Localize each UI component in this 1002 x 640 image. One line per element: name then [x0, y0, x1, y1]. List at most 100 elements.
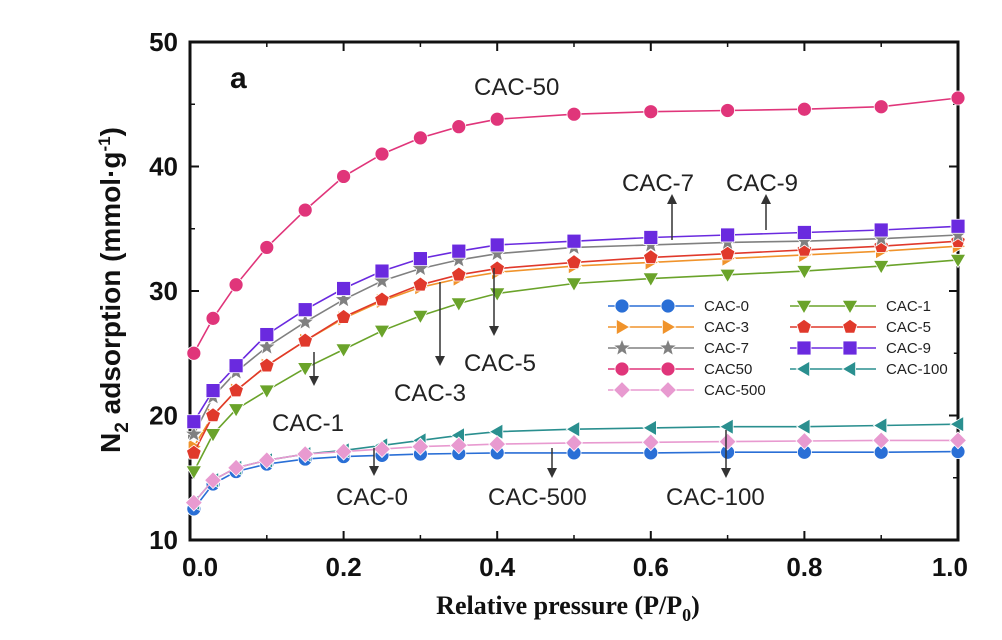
data-point [488, 435, 507, 454]
data-point [184, 423, 204, 443]
data-point [643, 249, 659, 265]
legend: CAC-0 CAC-1 CAC-3 CAC-5 CAC-7 CAC-9 CAC50 CAC-1… [594, 294, 954, 404]
data-point [950, 218, 966, 234]
data-point [641, 433, 660, 452]
data-point [450, 297, 468, 312]
data-point [185, 465, 203, 480]
data-point [374, 146, 390, 162]
panel-label: a [230, 62, 247, 95]
annot-cac100: CAC-100 [666, 484, 765, 511]
data-point [566, 106, 582, 122]
annot-cac9: CAC-9 [726, 170, 798, 197]
series-line [193, 439, 958, 504]
x-tick-label: 0.8 [786, 552, 822, 582]
data-point [205, 383, 221, 399]
data-point [449, 436, 468, 455]
legend-marker [796, 318, 812, 334]
arrowhead-cac100 [721, 468, 731, 478]
legend-marker [841, 299, 859, 315]
data-point [872, 417, 888, 434]
data-point [797, 101, 812, 117]
data-point [374, 291, 390, 307]
data-point [228, 358, 244, 374]
y-tick-label: 30 [149, 276, 178, 306]
annot-cac0: CAC-0 [336, 484, 408, 511]
data-point [565, 433, 583, 452]
arrowhead-cac3 [435, 356, 445, 366]
data-point [373, 440, 391, 459]
data-point [872, 260, 890, 275]
legend-item: CAC-0 [608, 298, 749, 315]
series-cac50 [186, 90, 966, 361]
data-point [184, 493, 203, 512]
legend-label: CAC-5 [886, 319, 931, 336]
data-point [565, 420, 580, 438]
data-point [333, 289, 354, 309]
legend-label: CAC-7 [704, 340, 749, 357]
x-axis-title-tail: ) [691, 591, 700, 620]
legend-marker [658, 337, 678, 357]
data-point [873, 99, 889, 115]
data-point [949, 415, 964, 433]
data-point [296, 445, 315, 464]
legend-marker [795, 299, 813, 315]
legend-marker [841, 360, 856, 378]
legend-marker [660, 361, 676, 377]
data-point [412, 276, 429, 292]
x-axis-title: Relative pressure (P/P0) [436, 591, 700, 625]
y-tick-label: 50 [149, 27, 178, 57]
legend-marker [795, 360, 810, 378]
legend-marker [614, 361, 630, 377]
data-point [873, 222, 889, 238]
series-line [193, 450, 959, 510]
data-point [186, 444, 202, 460]
legend-box [594, 294, 954, 404]
annot-cac7: CAC-7 [622, 170, 694, 197]
data-point [488, 423, 504, 441]
legend-marker [659, 381, 677, 399]
data-point [336, 281, 352, 296]
data-point [795, 432, 814, 450]
data-point [186, 414, 202, 430]
y-axis-ticks: 10 20 30 40 50 [149, 27, 958, 555]
x-tick-label: 1.0 [932, 552, 968, 582]
legend-label: CAC-100 [886, 361, 948, 378]
data-point [872, 431, 891, 450]
data-point [719, 268, 736, 284]
data-point [411, 437, 430, 456]
data-point [412, 309, 429, 325]
data-point [412, 251, 428, 267]
data-point [489, 237, 505, 253]
data-point [259, 240, 275, 255]
annot-cac3: CAC-3 [394, 380, 466, 407]
data-point [227, 403, 245, 418]
y-tick-label: 20 [149, 401, 178, 431]
annotations: CAC-50 CAC-7 CAC-9 CAC-5 CAC-3 CAC-1 CAC… [272, 74, 798, 511]
legend-item: CAC-9 [790, 340, 931, 357]
legend-marker [613, 381, 631, 399]
legend-marker [612, 337, 632, 357]
series-cac-500 [184, 431, 967, 512]
annot-cac500: CAC-500 [488, 484, 587, 511]
y-tick-label: 40 [149, 152, 178, 182]
data-point [297, 332, 313, 348]
x-tick-label: 0.4 [479, 552, 516, 582]
y-axis-title-sub: 2 [112, 422, 133, 433]
legend-item: CAC-500 [608, 381, 766, 399]
series-line [193, 97, 959, 354]
data-point [565, 277, 583, 292]
data-point [720, 227, 735, 243]
legend-item: CAC-3 [608, 318, 749, 336]
data-point [297, 202, 313, 218]
data-point [489, 260, 505, 276]
legend-label: CAC-1 [886, 298, 931, 315]
data-point [296, 362, 314, 377]
data-point [336, 169, 352, 184]
arrowhead-cac1 [309, 376, 319, 386]
data-point [642, 272, 660, 288]
data-point [566, 254, 582, 270]
data-point [259, 327, 275, 342]
x-axis-title-sub: 0 [682, 605, 691, 625]
legend-item: CAC-5 [790, 318, 931, 336]
